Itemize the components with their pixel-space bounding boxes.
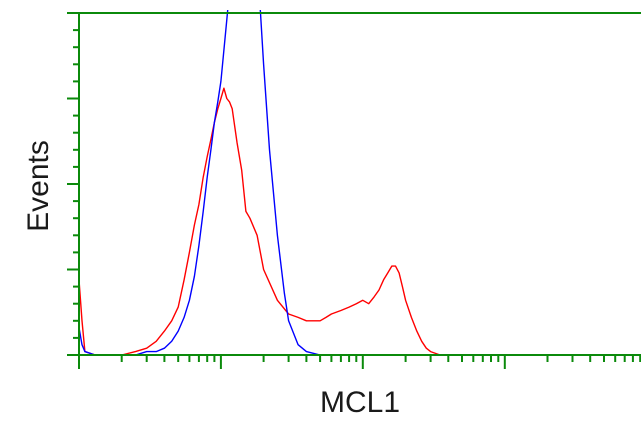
y-axis-label: Events xyxy=(22,140,55,232)
series-line-1 xyxy=(79,87,641,355)
x-axis-ticks xyxy=(78,355,641,369)
series-line-2 xyxy=(79,10,641,355)
x-axis-label: MCL1 xyxy=(320,386,400,419)
y-axis-ticks xyxy=(67,12,79,356)
series-layer xyxy=(79,10,641,355)
